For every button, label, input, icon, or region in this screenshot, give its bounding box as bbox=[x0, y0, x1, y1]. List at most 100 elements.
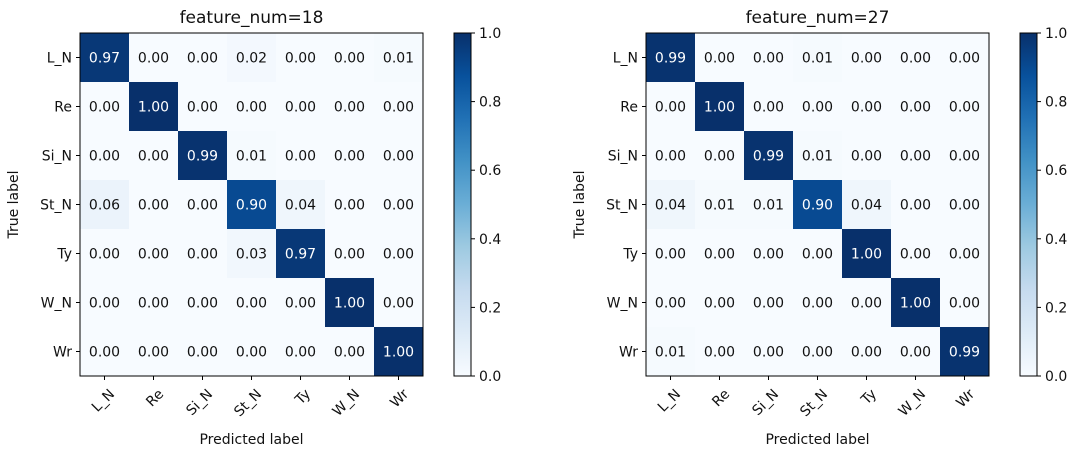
cell-value-label: 0.90 bbox=[236, 198, 267, 214]
cell-value-label: 0.00 bbox=[704, 345, 735, 361]
y-tick-label: Ty bbox=[56, 247, 72, 263]
colorbar-tick-label: 0.8 bbox=[1045, 95, 1067, 111]
cell-value-label: 0.03 bbox=[236, 247, 267, 263]
heatmap-cell bbox=[325, 180, 374, 229]
cell-value-label: 0.00 bbox=[187, 51, 218, 67]
colorbar-tick-label: 0.6 bbox=[1045, 163, 1067, 179]
heatmap-cell bbox=[940, 180, 989, 229]
heatmap-cell bbox=[178, 131, 227, 180]
heatmap-cell bbox=[744, 278, 793, 327]
x-tick-label: St_N bbox=[231, 386, 265, 420]
cell-value-label: 0.00 bbox=[949, 149, 980, 165]
chart-title: feature_num=27 bbox=[746, 8, 890, 28]
cell-value-label: 0.00 bbox=[655, 296, 686, 312]
cell-value-label: 0.00 bbox=[187, 198, 218, 214]
cell-value-label: 0.00 bbox=[900, 51, 931, 67]
y-axis-label: True label bbox=[6, 170, 22, 239]
x-tick-label: Si_N bbox=[749, 386, 782, 419]
heatmap-cell bbox=[744, 180, 793, 229]
y-tick-label: W_N bbox=[607, 296, 638, 312]
heatmap-cell bbox=[325, 33, 374, 82]
heatmap-cell bbox=[80, 327, 129, 376]
heatmap-cell bbox=[276, 327, 325, 376]
cell-value-label: 0.01 bbox=[236, 149, 267, 165]
heatmap-cell bbox=[793, 327, 842, 376]
heatmap-cell bbox=[695, 131, 744, 180]
cell-value-label: 0.00 bbox=[802, 247, 833, 263]
cell-value-label: 0.00 bbox=[753, 100, 784, 116]
heatmap-cell bbox=[940, 229, 989, 278]
cell-value-label: 0.01 bbox=[704, 198, 735, 214]
cell-value-label: 1.00 bbox=[138, 100, 169, 116]
y-tick-label: L_N bbox=[613, 51, 638, 67]
confusion-matrix-1: feature_num=18 0.97 0.00 0.00 0.02 0.00 0.00 0.… bbox=[6, 8, 501, 448]
cell-value-label: 0.00 bbox=[285, 345, 316, 361]
cell-value-label: 0.00 bbox=[285, 51, 316, 67]
cell-value-label: 0.00 bbox=[138, 296, 169, 312]
cell-value-label: 0.00 bbox=[138, 149, 169, 165]
cell-value-label: 0.97 bbox=[89, 51, 120, 67]
heatmap-cell bbox=[178, 82, 227, 131]
heatmap-cell bbox=[129, 33, 178, 82]
cell-value-label: 0.00 bbox=[900, 345, 931, 361]
colorbar-tick-label: 0.2 bbox=[479, 300, 501, 316]
heatmap-cell bbox=[842, 82, 891, 131]
cell-value-label: 0.00 bbox=[383, 100, 414, 116]
cell-value-label: 0.00 bbox=[236, 100, 267, 116]
cell-value-label: 1.00 bbox=[900, 296, 931, 312]
heatmap-cell bbox=[374, 229, 423, 278]
colorbar-tick-label: 0.6 bbox=[479, 163, 501, 179]
heatmap-cell bbox=[744, 327, 793, 376]
heatmap-cell bbox=[891, 278, 940, 327]
x-tick-label: Ty bbox=[858, 386, 880, 408]
heatmap-cell bbox=[227, 327, 276, 376]
y-tick-label: Si_N bbox=[608, 149, 638, 165]
cell-value-label: 0.00 bbox=[704, 51, 735, 67]
cell-value-label: 0.00 bbox=[334, 100, 365, 116]
cell-value-label: 0.00 bbox=[655, 100, 686, 116]
heatmap-cell bbox=[695, 278, 744, 327]
cell-value-label: 1.00 bbox=[383, 345, 414, 361]
cell-value-label: 0.00 bbox=[187, 100, 218, 116]
cell-value-label: 0.99 bbox=[655, 51, 686, 67]
cell-value-label: 0.04 bbox=[655, 198, 686, 214]
heatmap-cell bbox=[842, 327, 891, 376]
y-tick-label: St_N bbox=[40, 198, 72, 214]
heatmap-cell bbox=[744, 82, 793, 131]
heatmap-cell bbox=[325, 278, 374, 327]
confusion-matrix-2: feature_num=27 0.99 0.00 0.00 0.01 0.00 0.00 0.… bbox=[572, 8, 1067, 448]
colorbar bbox=[1019, 32, 1038, 377]
cell-value-label: 0.00 bbox=[753, 296, 784, 312]
heatmap-cell bbox=[646, 82, 695, 131]
cell-value-label: 0.00 bbox=[89, 149, 120, 165]
colorbar-tick-label: 0.8 bbox=[479, 95, 501, 111]
heatmap-cell bbox=[695, 327, 744, 376]
cell-value-label: 0.00 bbox=[949, 296, 980, 312]
cell-value-label: 0.01 bbox=[753, 198, 784, 214]
heatmap-cell bbox=[891, 229, 940, 278]
heatmap-cell bbox=[940, 82, 989, 131]
heatmap-cell bbox=[325, 131, 374, 180]
cell-value-label: 0.00 bbox=[138, 198, 169, 214]
heatmap-cell bbox=[227, 131, 276, 180]
cell-value-label: 0.00 bbox=[753, 345, 784, 361]
cell-value-label: 0.01 bbox=[655, 345, 686, 361]
cell-value-label: 0.97 bbox=[285, 247, 316, 263]
heatmap-cell bbox=[646, 327, 695, 376]
y-tick-label: Si_N bbox=[42, 149, 72, 165]
x-tick-label: Re bbox=[709, 386, 733, 410]
heatmap-cell bbox=[793, 180, 842, 229]
cell-value-label: 0.00 bbox=[900, 149, 931, 165]
colorbar bbox=[453, 32, 472, 377]
heatmap-cell bbox=[940, 131, 989, 180]
cell-value-label: 0.04 bbox=[851, 198, 882, 214]
y-tick-label: L_N bbox=[47, 51, 72, 67]
cell-value-label: 0.99 bbox=[949, 345, 980, 361]
heatmap-cell bbox=[842, 229, 891, 278]
x-tick-label: W_N bbox=[896, 386, 929, 419]
heatmap-cell bbox=[940, 278, 989, 327]
cell-value-label: 0.00 bbox=[802, 100, 833, 116]
heatmap-cell bbox=[891, 33, 940, 82]
cell-value-label: 0.00 bbox=[704, 149, 735, 165]
cell-value-label: 0.00 bbox=[655, 149, 686, 165]
